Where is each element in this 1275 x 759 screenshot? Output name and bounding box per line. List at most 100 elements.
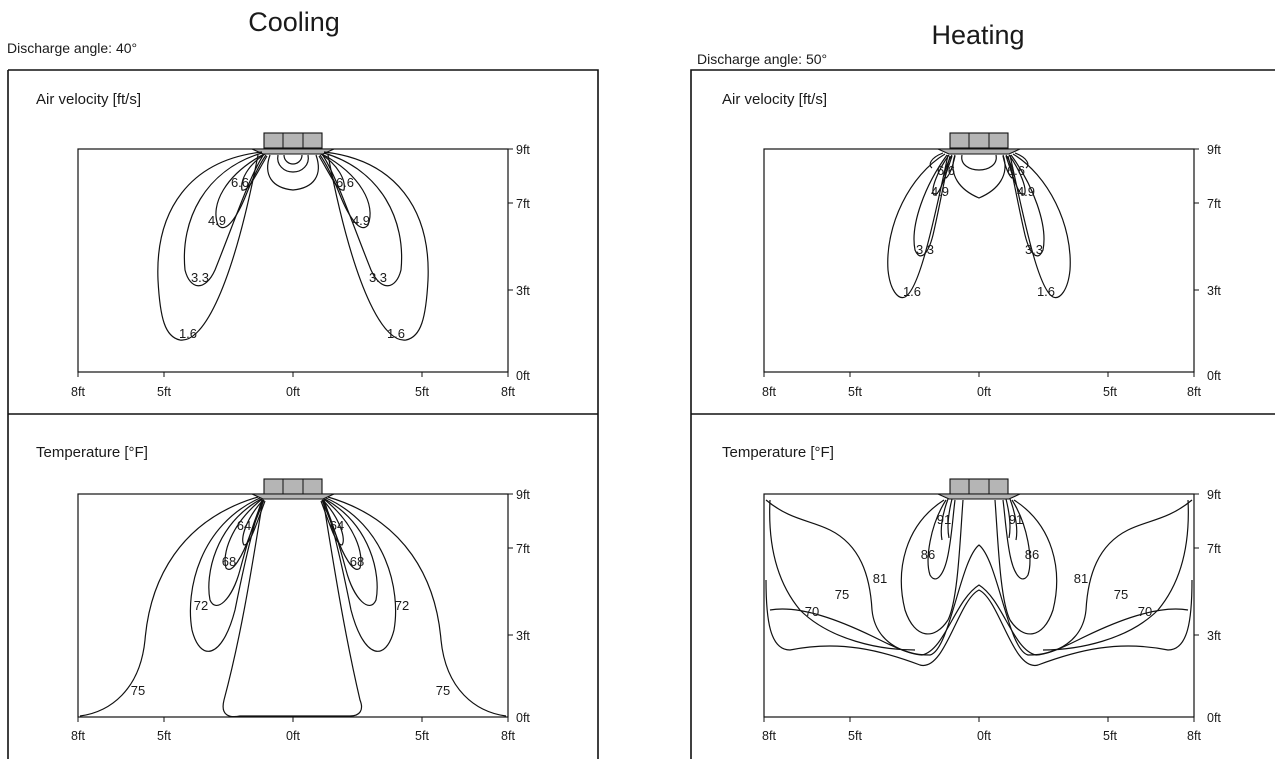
y-tick: 7ft: [1207, 197, 1221, 211]
heating-velocity-plot: 6.6 4.9 3.3 1.6 6.6 4.9 3.3 1.6 8ft 5ft …: [762, 132, 1221, 399]
velocity-contours: [157, 151, 429, 341]
x-tick: 8ft: [501, 385, 515, 399]
label-4-9-left: 4.9: [931, 184, 949, 199]
x-axis: 8ft 5ft 0ft 5ft 8ft: [71, 372, 515, 399]
label-6-6-left: 6.6: [231, 175, 249, 190]
label-6-6-right: 6.6: [336, 175, 354, 190]
label-70-right: 70: [1138, 604, 1152, 619]
cooling-title: Cooling: [248, 7, 340, 37]
label-75-right: 75: [436, 683, 450, 698]
temperature-labels: 64 68 72 75 64 68 72 75: [131, 518, 450, 698]
y-tick: 0ft: [1207, 369, 1221, 383]
x-tick: 8ft: [762, 729, 776, 743]
y-axis: 9ft 7ft 3ft 0ft: [508, 143, 530, 383]
temperature-contours: [79, 496, 507, 718]
label-70-left: 70: [805, 604, 819, 619]
cooling-velocity-plot: 6.6 4.9 3.3 1.6 6.6 4.9 3.3 1.6 8ft 5ft …: [71, 132, 530, 399]
y-tick: 0ft: [516, 369, 530, 383]
y-tick: 0ft: [516, 711, 530, 725]
y-axis: 9ft 7ft 3ft 0ft: [1194, 143, 1221, 383]
label-86-left: 86: [921, 547, 935, 562]
y-tick: 3ft: [516, 284, 530, 298]
x-axis: 8ft 5ft 0ft 5ft 8ft: [762, 717, 1201, 743]
y-axis: 9ft 7ft 3ft 0ft: [508, 488, 530, 725]
heating-temperature-title: Temperature [°F]: [722, 444, 834, 461]
x-tick: 8ft: [71, 729, 85, 743]
label-3-3-left: 3.3: [916, 242, 934, 257]
heating-temperature-plot: 91 86 81 75 70 91 86 81 75 70 8ft 5ft 0f…: [762, 478, 1221, 743]
y-tick: 3ft: [1207, 629, 1221, 643]
label-6-6-left: 6.6: [937, 163, 955, 178]
cooling-temperature-plot: 64 68 72 75 64 68 72 75 8ft 5ft 0ft 5ft …: [71, 478, 530, 743]
x-tick: 0ft: [977, 729, 991, 743]
label-3-3-right: 3.3: [369, 270, 387, 285]
indoor-unit: [937, 132, 1021, 155]
label-72-right: 72: [395, 598, 409, 613]
label-81-right: 81: [1074, 571, 1088, 586]
heating-velocity-title: Air velocity [ft/s]: [722, 91, 827, 108]
label-4-9-left: 4.9: [208, 213, 226, 228]
label-72-left: 72: [194, 598, 208, 613]
plot-area: [763, 493, 1195, 718]
x-tick: 8ft: [762, 385, 776, 399]
y-tick: 7ft: [516, 542, 530, 556]
label-86-right: 86: [1025, 547, 1039, 562]
y-tick: 7ft: [1207, 542, 1221, 556]
x-tick: 0ft: [286, 729, 300, 743]
x-tick: 5ft: [1103, 729, 1117, 743]
y-tick: 9ft: [1207, 488, 1221, 502]
velocity-labels: 6.6 4.9 3.3 1.6 6.6 4.9 3.3 1.6: [179, 175, 405, 341]
x-tick: 5ft: [157, 729, 171, 743]
indoor-unit: [251, 132, 335, 155]
label-75-right: 75: [1114, 587, 1128, 602]
plot-area: [77, 148, 509, 373]
x-tick: 5ft: [157, 385, 171, 399]
label-68-left: 68: [222, 554, 236, 569]
label-3-3-right: 3.3: [1025, 242, 1043, 257]
x-tick: 8ft: [1187, 729, 1201, 743]
label-91-right: 91: [1009, 512, 1023, 527]
label-64-right: 64: [330, 518, 344, 533]
y-tick: 9ft: [516, 143, 530, 157]
x-tick: 5ft: [848, 729, 862, 743]
cooling-discharge-angle: Discharge angle: 40°: [7, 40, 137, 56]
heating-title: Heating: [931, 20, 1024, 50]
x-tick: 8ft: [1187, 385, 1201, 399]
y-tick: 3ft: [1207, 284, 1221, 298]
x-tick: 0ft: [977, 385, 991, 399]
x-axis: 8ft 5ft 0ft 5ft 8ft: [762, 372, 1201, 399]
heating-discharge-angle: Discharge angle: 50°: [697, 51, 827, 67]
x-tick: 5ft: [1103, 385, 1117, 399]
y-tick: 9ft: [516, 488, 530, 502]
label-1-6-right: 1.6: [1037, 284, 1055, 299]
temperature-contours: [765, 498, 1193, 666]
indoor-unit: [937, 478, 1021, 500]
label-75-left: 75: [835, 587, 849, 602]
x-tick: 8ft: [71, 385, 85, 399]
y-tick: 7ft: [516, 197, 530, 211]
x-axis: 8ft 5ft 0ft 5ft 8ft: [71, 717, 515, 743]
label-3-3-left: 3.3: [191, 270, 209, 285]
x-tick: 5ft: [415, 385, 429, 399]
x-tick: 8ft: [501, 729, 515, 743]
label-68-right: 68: [350, 554, 364, 569]
label-4-9-right: 4.9: [352, 213, 370, 228]
x-tick: 0ft: [286, 385, 300, 399]
label-64-left: 64: [237, 518, 251, 533]
velocity-labels: 6.6 4.9 3.3 1.6 6.6 4.9 3.3 1.6: [903, 163, 1055, 299]
plot-area: [763, 148, 1195, 373]
y-tick: 9ft: [1207, 143, 1221, 157]
cooling-temperature-title: Temperature [°F]: [36, 444, 148, 461]
x-tick: 5ft: [848, 385, 862, 399]
label-4-9-right: 4.9: [1017, 184, 1035, 199]
label-1-6-left: 1.6: [179, 326, 197, 341]
label-81-left: 81: [873, 571, 887, 586]
y-tick: 0ft: [1207, 711, 1221, 725]
label-91-left: 91: [937, 512, 951, 527]
y-axis: 9ft 7ft 3ft 0ft: [1194, 488, 1221, 725]
velocity-contours: [887, 152, 1071, 299]
label-75-left: 75: [131, 683, 145, 698]
cooling-velocity-title: Air velocity [ft/s]: [36, 91, 141, 108]
heating-frame: [690, 69, 1275, 759]
